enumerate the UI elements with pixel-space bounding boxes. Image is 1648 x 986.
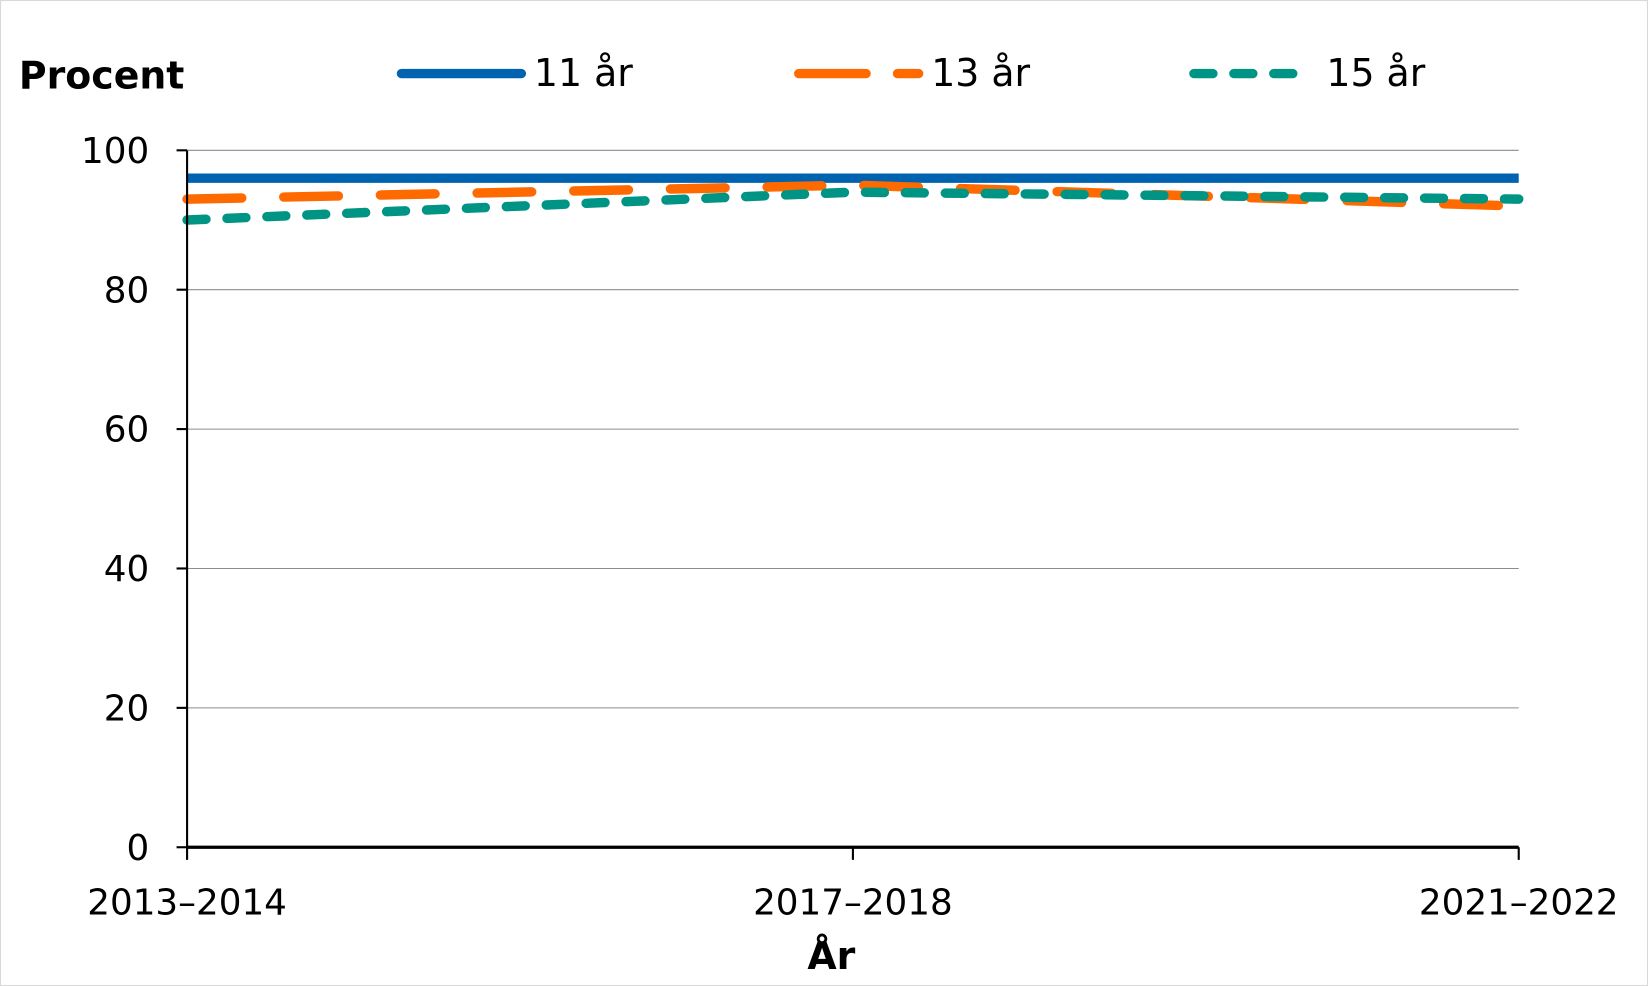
x-axis-label: År	[807, 934, 855, 978]
legend-label: 11 år	[534, 51, 633, 95]
x-tick-label: 2017–2018	[753, 883, 953, 924]
y-tick-label: 40	[104, 549, 149, 590]
legend-label: 13 år	[931, 51, 1030, 95]
legend-label: 15 år	[1326, 51, 1425, 95]
y-axis-label: Procent	[19, 53, 184, 97]
y-tick-label: 100	[81, 131, 149, 172]
series-line-1	[182, 180, 1524, 211]
series-line-2	[182, 187, 1524, 225]
x-tick-label: 2021–2022	[1419, 883, 1619, 924]
x-tick-label: 2013–2014	[87, 883, 287, 924]
y-tick-label: 20	[104, 688, 149, 729]
y-tick-label: 0	[127, 828, 150, 869]
y-tick-label: 80	[104, 270, 149, 311]
y-tick-label: 60	[104, 410, 149, 451]
